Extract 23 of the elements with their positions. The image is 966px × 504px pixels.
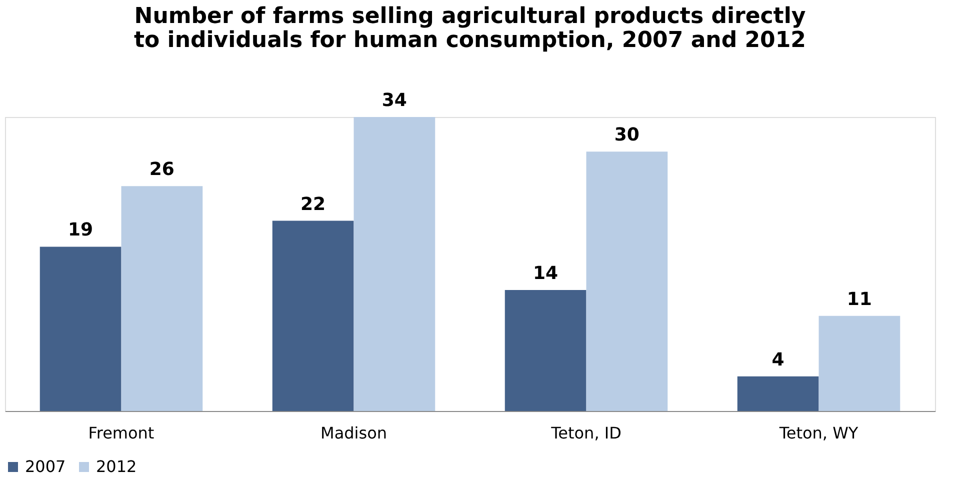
bar (272, 220, 354, 411)
chart-title: Number of farms selling agricultural products directly to individuals for human consumption, 2007 and 2012 (134, 4, 806, 53)
bar (504, 290, 586, 411)
bar (354, 117, 436, 411)
x-tick-label: Teton, ID (550, 424, 622, 442)
data-label: 14 (533, 262, 558, 284)
data-label: 11 (846, 288, 872, 310)
x-tick-label: Fremont (88, 424, 154, 442)
bar (818, 316, 900, 411)
bar (586, 152, 668, 411)
data-label: 19 (68, 220, 94, 241)
bar (121, 186, 203, 411)
legend-label: 2007 (25, 457, 66, 476)
legend-label: 2012 (96, 457, 137, 476)
x-tick-label: Madison (320, 424, 387, 442)
data-label: 26 (149, 159, 174, 180)
data-label: 34 (382, 90, 407, 111)
x-tick-label: Teton, WY (778, 424, 858, 442)
data-label: 4 (772, 349, 784, 370)
data-label: 22 (300, 194, 326, 215)
bar (40, 246, 122, 411)
data-label: 30 (614, 124, 640, 146)
bar (737, 376, 819, 411)
